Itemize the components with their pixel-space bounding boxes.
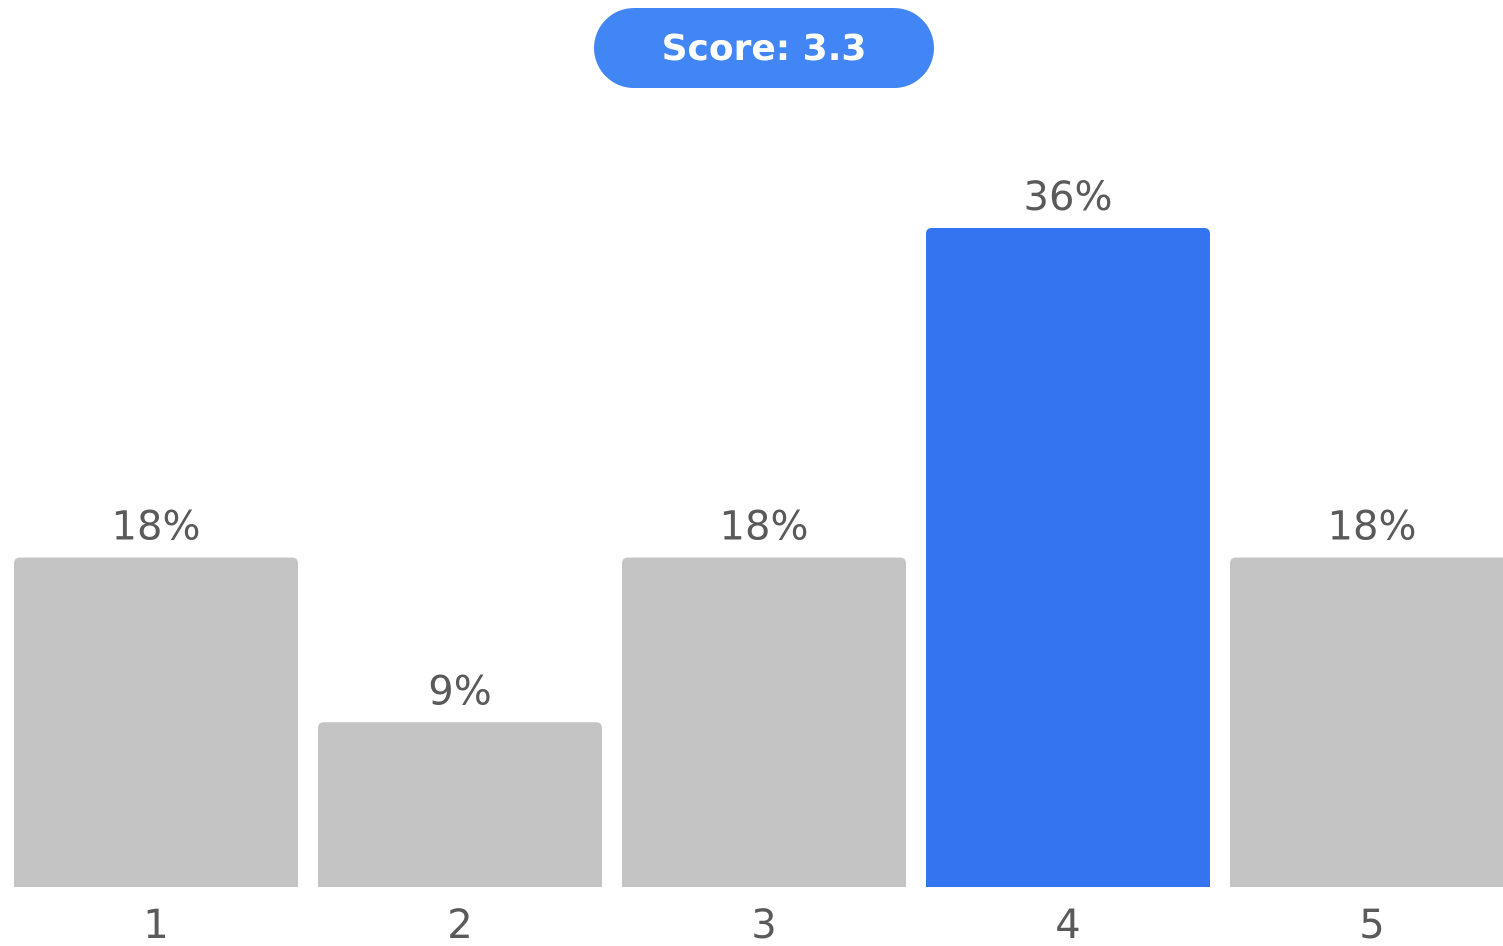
bar-3 [622,557,906,887]
bar-1 [14,557,298,887]
category-label: 5 [1359,902,1384,946]
bar-value-label: 36% [1024,174,1113,220]
category-label: 3 [751,902,776,946]
score-label: Score: 3.3 [661,27,867,69]
bar-2 [318,722,602,887]
bar-4 [926,228,1210,887]
bar-5 [1230,557,1503,887]
category-label: 4 [1055,902,1080,946]
bar-value-label: 18% [720,504,809,550]
score-badge: Score: 3.3 [594,8,934,88]
category-label: 2 [447,902,472,946]
bar-value-label: 9% [428,668,491,714]
category-label: 1 [143,902,168,946]
bar-value-label: 18% [112,504,201,550]
bar-value-label: 18% [1328,504,1417,550]
